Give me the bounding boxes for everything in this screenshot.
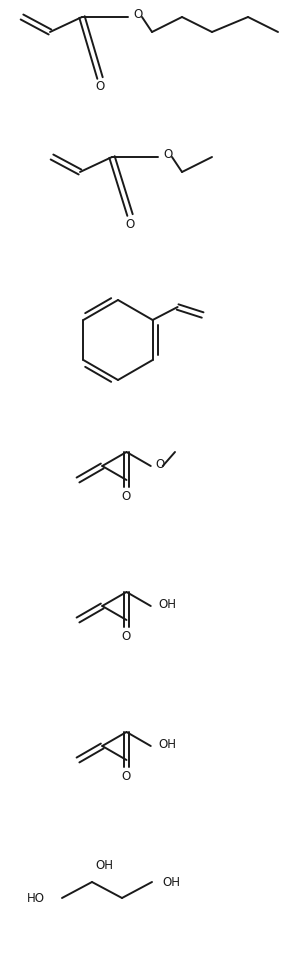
Text: O: O xyxy=(125,218,135,230)
Text: O: O xyxy=(122,769,131,782)
Text: O: O xyxy=(156,458,165,470)
Text: O: O xyxy=(122,629,131,643)
Text: O: O xyxy=(122,489,131,503)
Text: O: O xyxy=(95,80,105,93)
Text: O: O xyxy=(133,9,142,22)
Text: OH: OH xyxy=(159,598,177,611)
Text: HO: HO xyxy=(27,892,45,905)
Text: O: O xyxy=(163,149,172,162)
Text: OH: OH xyxy=(162,875,180,889)
Text: OH: OH xyxy=(159,738,177,751)
Text: OH: OH xyxy=(95,859,113,872)
